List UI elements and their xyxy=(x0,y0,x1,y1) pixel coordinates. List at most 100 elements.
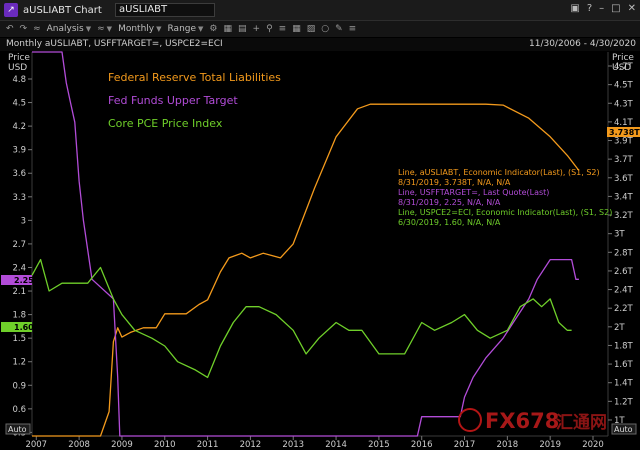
right-tick-label: 3.2T xyxy=(614,211,634,221)
x-tick-label: 2008 xyxy=(68,440,90,450)
chart-type-icon[interactable]: ▤ xyxy=(238,24,247,34)
right-tick-label: 3T xyxy=(614,230,625,240)
analysis-menu[interactable]: Analysis xyxy=(46,24,84,34)
left-tick-label: 3.9 xyxy=(12,146,26,156)
right-tick-label: 1.8T xyxy=(614,341,634,351)
series-lines xyxy=(31,51,580,437)
right-tick-label: 1.4T xyxy=(614,379,634,389)
auto-right-button[interactable] xyxy=(611,423,637,435)
left-tick-label: 4.2 xyxy=(12,122,26,132)
compare-icon[interactable]: ○ xyxy=(321,24,330,34)
chevron-down-icon[interactable]: ▼ xyxy=(106,25,113,33)
left-axis-title-price: Price xyxy=(8,53,30,63)
x-tick-label: 2016 xyxy=(411,440,433,450)
ric-input[interactable]: aUSLIABT xyxy=(115,3,215,17)
legend-fed-funds: Fed Funds Upper Target xyxy=(108,94,238,107)
left-tick-label: 4.8 xyxy=(12,75,26,85)
wave-icon[interactable]: ≈ xyxy=(97,24,105,34)
crosshair-icon[interactable]: + xyxy=(252,24,261,34)
right-tick-label: 2.4T xyxy=(614,286,634,296)
left-axis-title-unit: USD xyxy=(8,63,27,73)
left-tick-label: 1.5 xyxy=(12,334,26,344)
help-icon[interactable]: ? xyxy=(586,3,593,14)
left-purple-badge-text: 2.25 xyxy=(14,276,34,285)
left-tick-label: 4.5 xyxy=(12,99,26,109)
left-purple-badge xyxy=(1,275,32,285)
auto-left-label: Auto xyxy=(8,425,27,434)
auto-left-button[interactable] xyxy=(5,423,31,435)
undo-icon[interactable]: ↶ xyxy=(6,24,14,34)
x-tick-label: 2007 xyxy=(25,440,47,450)
frequency-menu[interactable]: Monthly xyxy=(118,24,155,34)
info-orange-line1: Line, aUSLIABT, Economic Indicator(Last)… xyxy=(398,168,600,177)
grid-icon[interactable]: ▦ xyxy=(223,24,233,34)
chart-toolbar: ↶ ↷ ≈ Analysis ▼ ≈ ▼ Monthly ▼ Range ▼ ⚙… xyxy=(0,21,640,37)
info-purple-line1: Line, USFFTARGET=, Last Quote(Last) xyxy=(398,188,549,197)
auto-right-label: Auto xyxy=(614,425,633,434)
x-tick-label: 2012 xyxy=(240,440,262,450)
watermark-chinese: 汇通网 xyxy=(556,413,607,433)
right-tick-label: 4.1T xyxy=(614,118,634,128)
minimize-icon[interactable]: – xyxy=(599,3,605,14)
maximize-icon[interactable]: □ xyxy=(611,3,621,14)
redo-icon[interactable]: ↷ xyxy=(19,24,28,34)
chevron-down-icon[interactable]: ▼ xyxy=(156,25,162,33)
right-tick-labels: 4.7T 4.5T 4.3T 4.1T 3.9T 3.7T 3.6T 3.4T 3.2T 3T 2.… xyxy=(608,62,634,426)
series-core-pce-line xyxy=(31,258,572,379)
watermark: FX678 汇通网 xyxy=(458,408,607,433)
right-tick-label: 3.6T xyxy=(614,174,634,184)
right-tick-label: 2T xyxy=(614,323,625,333)
export-icon[interactable]: ≡ xyxy=(278,24,287,34)
legend-core-pce: Core PCE Price Index xyxy=(108,117,223,130)
left-tick-label: 2.1 xyxy=(12,287,26,297)
right-tick-label: 3.4T xyxy=(614,192,634,202)
pin-icon[interactable]: ▣ xyxy=(570,3,580,14)
template-icon[interactable]: ▦ xyxy=(292,24,301,34)
right-tick-label: 3.7T xyxy=(614,155,634,165)
x-tick-label: 2018 xyxy=(497,440,519,450)
x-tick-label: 2011 xyxy=(197,440,219,450)
left-tick-label: 3.6 xyxy=(12,169,26,179)
right-axis-title-unit: USD xyxy=(612,63,631,73)
series-infobar: Monthly aUSLIABT, USFFTARGET=, USPCE2=EC… xyxy=(0,38,640,51)
chevron-down-icon[interactable]: ▼ xyxy=(198,25,204,33)
left-tick-label: 1.8 xyxy=(12,311,26,321)
x-tick-label: 2017 xyxy=(454,440,476,450)
settings-icon[interactable]: ⚙ xyxy=(209,24,218,34)
text-icon[interactable]: ≡ xyxy=(348,24,357,34)
left-tick-label: 3.3 xyxy=(12,193,26,203)
close-icon[interactable]: ✕ xyxy=(627,3,636,14)
series-description: Monthly aUSLIABT, USFFTARGET=, USPCE2=EC… xyxy=(6,39,223,49)
range-menu[interactable]: Range xyxy=(167,24,197,34)
x-tick-labels: 2007 2008 2009 2010 2011 2012 2013 2014 2015 2016… xyxy=(25,436,604,450)
zoom-icon[interactable]: ⚲ xyxy=(266,24,273,34)
watermark-text: FX678 xyxy=(485,409,559,433)
left-green-badge xyxy=(1,322,32,332)
drawing-icon[interactable]: ✎ xyxy=(335,24,343,34)
x-tick-label: 2010 xyxy=(154,440,176,450)
window-controls: ▣ ? – □ ✕ xyxy=(570,3,636,14)
watermark-globe-icon xyxy=(458,408,482,432)
x-tick-label: 2013 xyxy=(282,440,304,450)
chevron-down-icon[interactable]: ▼ xyxy=(85,25,92,33)
info-orange-line2: 8/31/2019, 3.738T, N/A, N/A xyxy=(398,178,511,187)
left-green-badge-text: 1.60 xyxy=(14,323,34,332)
x-tick-label: 2020 xyxy=(582,440,604,450)
share-icon[interactable]: ▨ xyxy=(306,24,316,34)
right-tick-label: 1.2T xyxy=(614,397,634,407)
right-tick-label: 2.2T xyxy=(614,304,634,314)
right-tick-label: 4.5T xyxy=(614,81,634,91)
x-tick-label: 2015 xyxy=(368,440,390,450)
left-tick-label: 2.4 xyxy=(12,263,26,273)
left-tick-labels: 4.8 4.5 4.2 3.9 3.6 3.3 3 2.7 2.4 2.1 1.8 1.5 1.2 0.9… xyxy=(12,75,32,438)
right-tick-label: 4.7T xyxy=(614,62,634,72)
left-tick-label: 0.9 xyxy=(12,381,26,391)
x-tick-label: 2019 xyxy=(539,440,561,450)
left-tick-label: 1.2 xyxy=(12,358,26,368)
right-value-badge xyxy=(607,127,640,137)
series-total-liabilities-line xyxy=(32,103,580,437)
legend-total-liabilities: Federal Reserve Total Liabilities xyxy=(108,71,281,84)
right-tick-label: 2.6T xyxy=(614,267,634,277)
right-tick-label: 2.8T xyxy=(614,248,634,258)
